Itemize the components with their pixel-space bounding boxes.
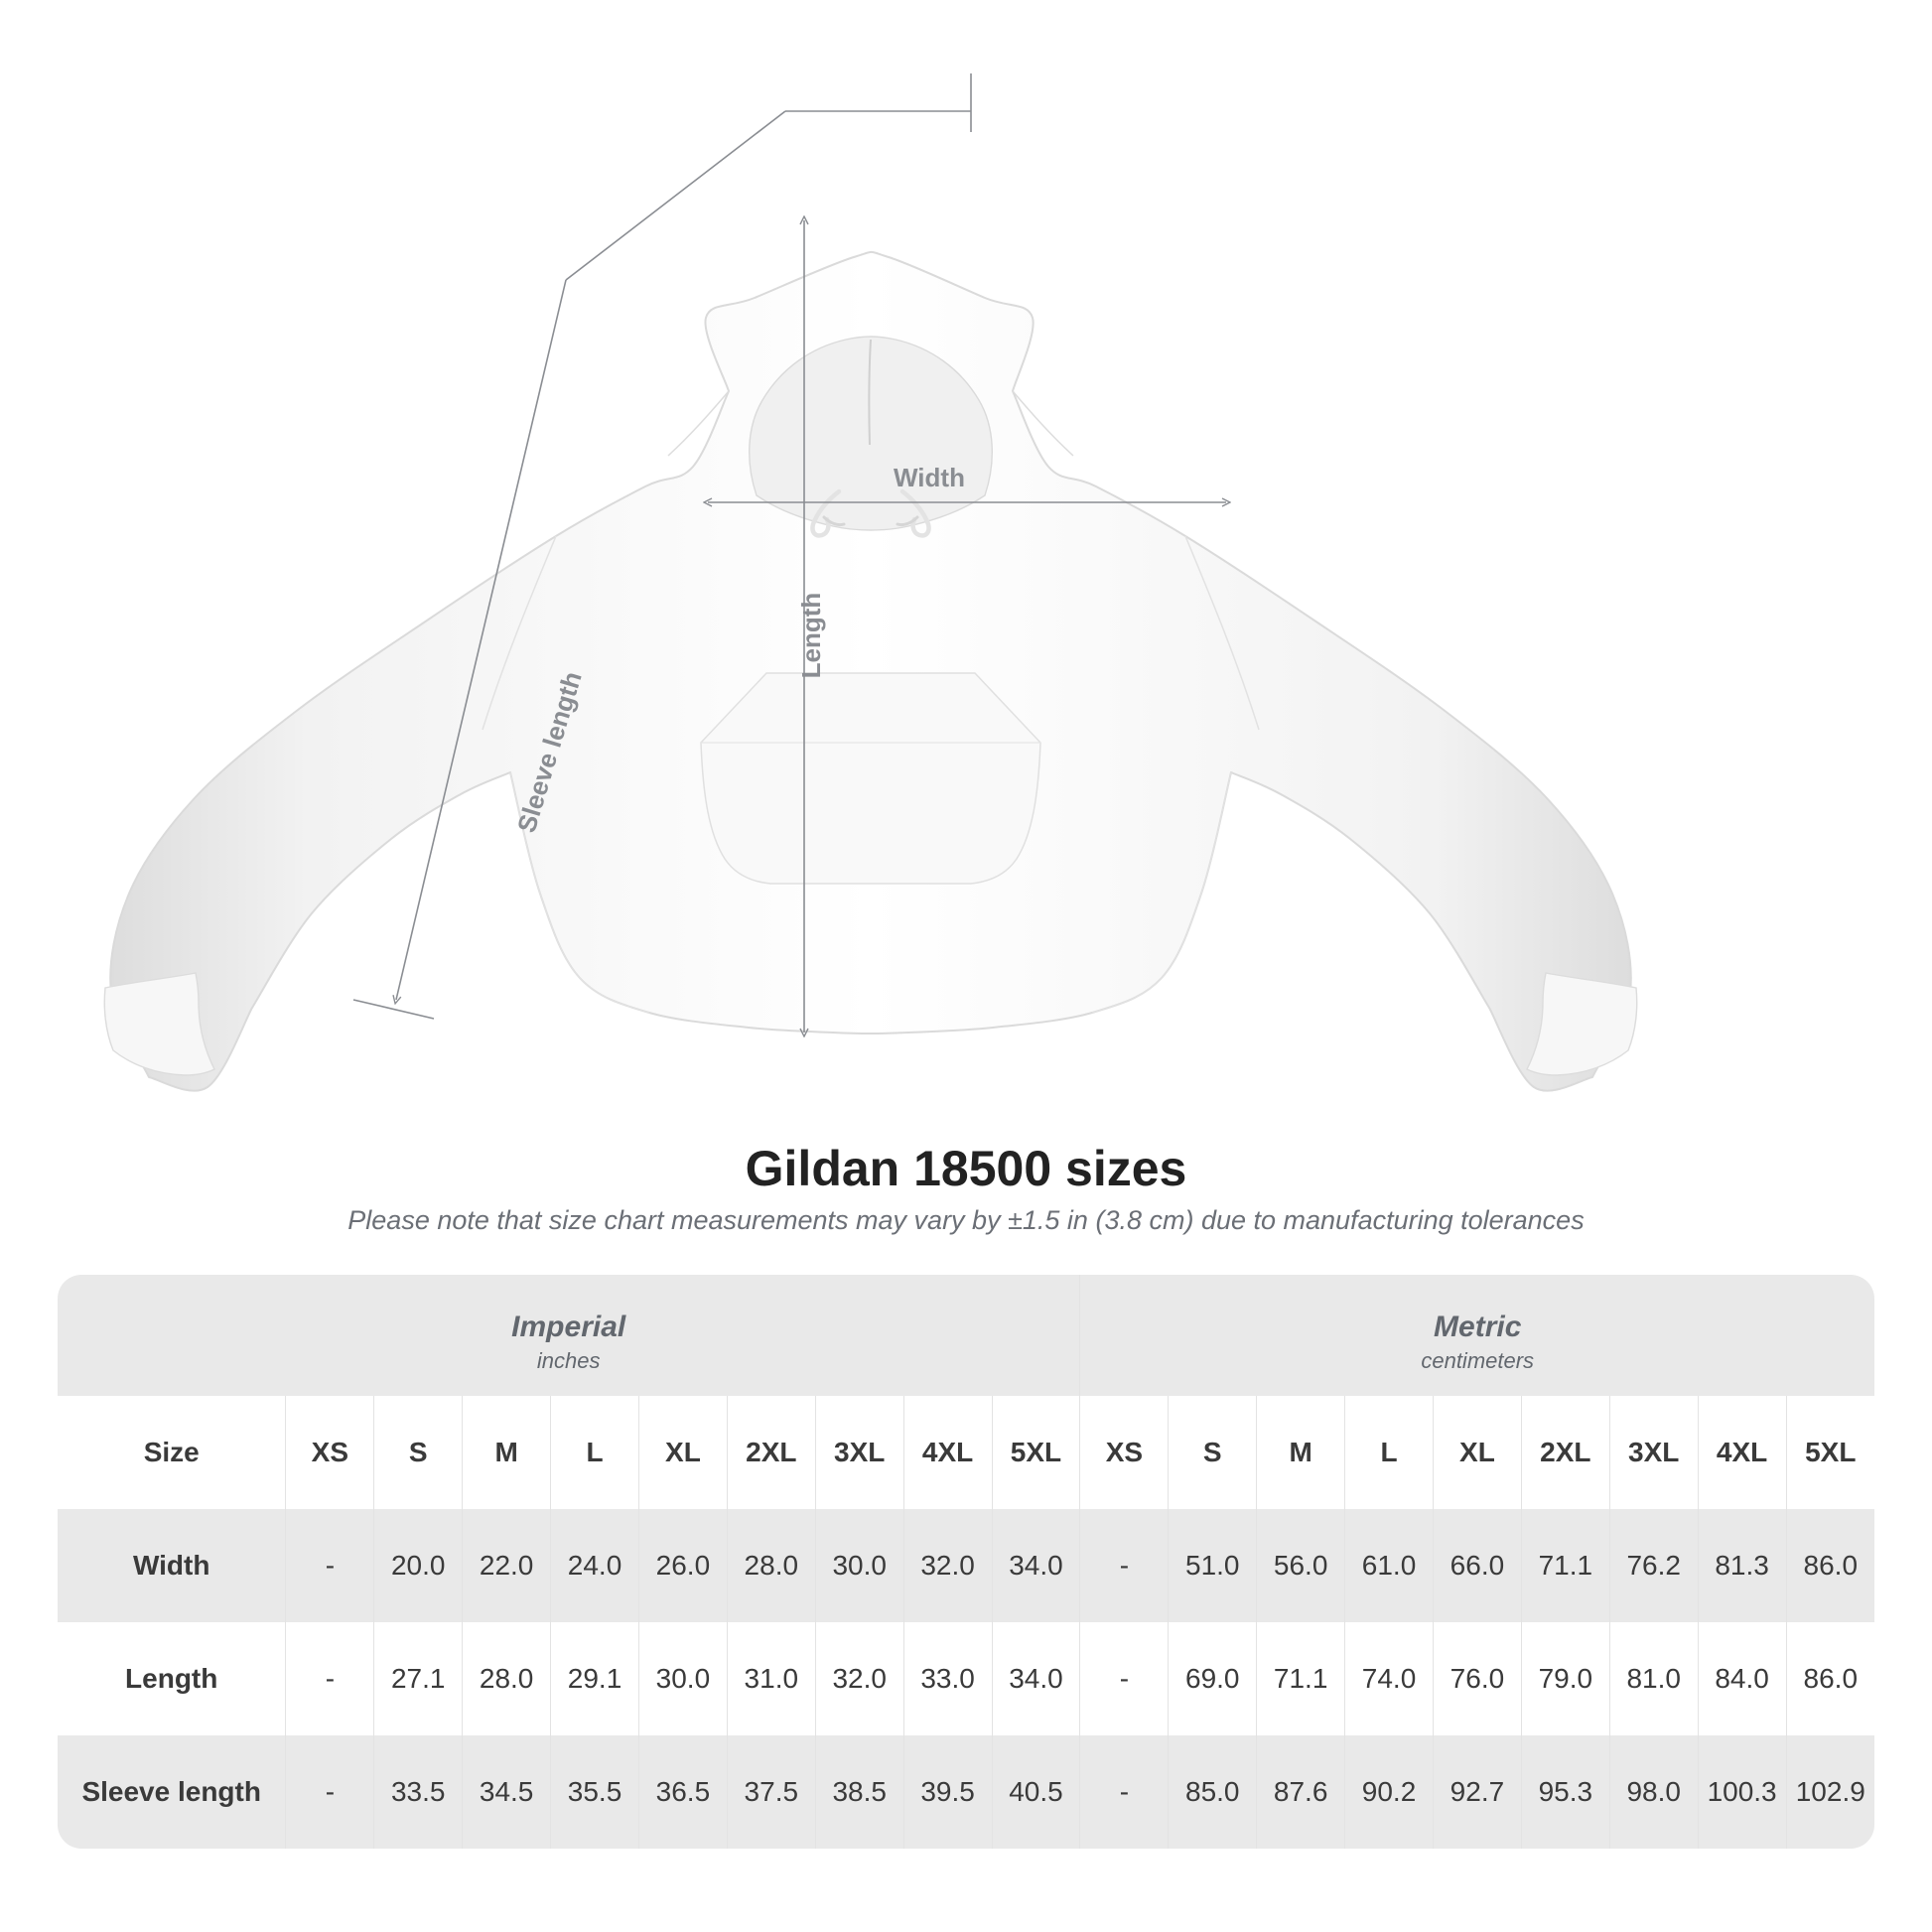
svg-text:Length: Length (796, 593, 826, 679)
svg-text:Width: Width (894, 463, 965, 492)
